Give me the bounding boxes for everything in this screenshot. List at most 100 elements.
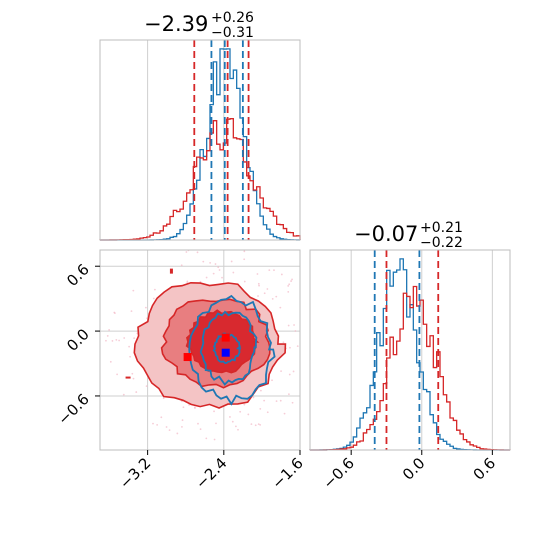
sample-point (144, 306, 147, 309)
panel-frame (309, 249, 511, 451)
sample-point (185, 251, 188, 253)
sample-point (287, 324, 290, 327)
sample-point (196, 251, 199, 254)
sample-point (234, 425, 237, 428)
sample-point (263, 292, 266, 295)
sample-point (182, 406, 185, 409)
sample-point (209, 261, 212, 264)
sample-point (131, 372, 134, 375)
sample-point (118, 339, 121, 342)
sample-point (221, 276, 223, 279)
sample-point (254, 424, 257, 427)
sample-point (232, 271, 235, 274)
scatter-xtick-label-1: −2.4 (192, 454, 230, 492)
sample-point (247, 413, 250, 416)
sample-point (258, 284, 260, 287)
panel-frame (99, 39, 301, 241)
hist-param2-title-minus: −0.22 (420, 235, 463, 251)
sample-point (146, 317, 148, 320)
sample-point (287, 290, 290, 293)
sample-point (152, 422, 154, 425)
hist-param1-title-plus: +0.26 (211, 10, 254, 26)
scatter-xtick-label-2: −1.6 (268, 454, 306, 492)
sample-point (176, 432, 179, 435)
sample-point (212, 272, 215, 275)
sample-point (106, 335, 109, 337)
hist2-xtick-label-2: 0.6 (470, 454, 500, 484)
sample-point (116, 373, 119, 376)
sample-point (243, 403, 246, 406)
sample-point (287, 285, 290, 287)
hist2-xtick-label-0: −0.6 (320, 454, 358, 492)
sample-point (229, 416, 231, 418)
sample-point (186, 280, 189, 283)
scatter-ytick-label-0: −0.6 (54, 390, 92, 428)
sample-point (181, 419, 184, 422)
sample-point (213, 438, 216, 441)
sample-point (263, 399, 266, 402)
sample-point (256, 273, 259, 275)
sample-point (215, 422, 217, 425)
sample-point (152, 297, 155, 300)
sample-point (181, 426, 183, 428)
hist-series-red (309, 285, 511, 451)
sample-point (296, 345, 299, 348)
sample-point (282, 341, 285, 344)
sample-point (279, 399, 282, 402)
hist-param1-panel (99, 39, 301, 241)
sample-point (289, 346, 291, 349)
sample-point (257, 282, 260, 285)
sample-point (205, 437, 208, 440)
sample-point (231, 420, 234, 423)
sample-point (288, 393, 290, 396)
sample-point (115, 338, 118, 341)
sample-point (237, 428, 239, 431)
sample-point (288, 283, 291, 286)
sample-point (199, 428, 202, 431)
sample-point (243, 250, 246, 253)
sample-point (160, 416, 163, 419)
scatter-2d-panel: −3.2 −2.4 −1.6 −0.6 0.0 0.6 (54, 249, 307, 493)
blue-contour-3 (212, 332, 242, 365)
sample-point (123, 337, 126, 339)
hist-series-blue (309, 258, 510, 451)
sample-point (275, 400, 278, 403)
sample-point (197, 422, 199, 425)
hist-series-red (99, 118, 301, 241)
blue-contour-1 (188, 294, 276, 406)
marker-0 (183, 353, 192, 362)
sample-point (243, 280, 246, 283)
sample-point (214, 263, 217, 265)
hist-param2-title-median: −0.07 (354, 222, 418, 246)
sample-point (290, 280, 293, 282)
sample-point (202, 260, 205, 263)
sample-point (288, 373, 291, 376)
sample-point (280, 370, 282, 373)
sample-point (153, 288, 156, 291)
sample-point (294, 330, 297, 332)
scatter-ytick-label-1: 0.0 (63, 325, 93, 355)
scatter-xtick-label-0: −3.2 (116, 454, 154, 492)
sample-point (217, 266, 220, 269)
sample-point (280, 273, 283, 276)
sample-point (268, 269, 271, 272)
sample-point (199, 280, 202, 283)
sample-point (266, 411, 269, 414)
blue-contour-2 (199, 310, 258, 386)
sample-point (168, 429, 171, 432)
sample-point (230, 260, 233, 263)
sample-point (122, 393, 125, 396)
sample-point (128, 345, 131, 348)
sample-point (275, 295, 278, 298)
outlier-mark (125, 376, 131, 379)
sample-point (133, 337, 136, 340)
outlier-mark (169, 268, 173, 274)
sample-point (273, 269, 275, 272)
scatter-ytick-label-2: 0.6 (63, 260, 93, 290)
panel-frame (99, 249, 301, 451)
sample-point (291, 401, 294, 404)
sample-point (259, 389, 262, 392)
sample-point (156, 423, 159, 426)
marker-1 (221, 333, 230, 342)
